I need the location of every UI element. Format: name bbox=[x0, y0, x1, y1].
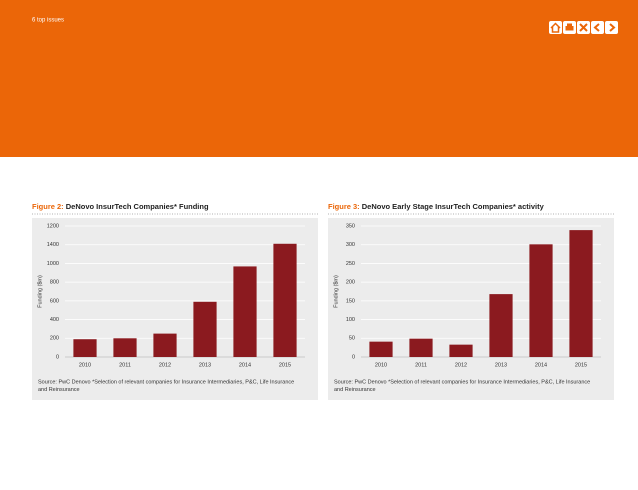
y-tick-label: 200 bbox=[50, 336, 59, 342]
y-tick-label: 800 bbox=[50, 280, 59, 286]
source-note: Source: PwC Denovo *Selection of relevan… bbox=[334, 379, 590, 385]
y-axis-label: Funding ($m) bbox=[37, 275, 43, 308]
x-tick-label: 2013 bbox=[495, 362, 507, 368]
next-icon bbox=[609, 23, 616, 32]
title-text: DeNovo Early Stage InsurTech Companies* … bbox=[362, 202, 545, 211]
chart-background bbox=[32, 218, 318, 400]
y-tick-label: 400 bbox=[50, 317, 59, 323]
y-tick-label: 1000 bbox=[47, 261, 59, 267]
x-tick-label: 2015 bbox=[575, 362, 587, 368]
next-button[interactable] bbox=[605, 21, 618, 34]
x-tick-label: 2012 bbox=[159, 362, 171, 368]
chart: Figure 2: DeNovo InsurTech Companies* Fu… bbox=[32, 202, 318, 400]
source-note: and Reinsurance bbox=[38, 387, 80, 393]
print-icon bbox=[567, 23, 572, 26]
header-band bbox=[0, 0, 638, 157]
chart: Figure 3: DeNovo Early Stage InsurTech C… bbox=[328, 202, 614, 400]
source-note: Source: PwC Denovo *Selection of relevan… bbox=[38, 379, 294, 385]
bar bbox=[369, 341, 393, 357]
bar bbox=[73, 339, 97, 357]
y-tick-label: 250 bbox=[346, 261, 355, 267]
x-tick-label: 2012 bbox=[455, 362, 467, 368]
close-icon bbox=[579, 23, 588, 32]
source-note: and Reinsurance bbox=[334, 387, 376, 393]
bar bbox=[409, 338, 433, 357]
bar bbox=[529, 244, 553, 357]
x-tick-label: 2010 bbox=[79, 362, 91, 368]
x-tick-label: 2010 bbox=[375, 362, 387, 368]
bar bbox=[273, 243, 297, 357]
y-tick-label: 50 bbox=[349, 336, 355, 342]
y-axis-label: Funding ($m) bbox=[333, 275, 339, 308]
chart-background bbox=[328, 218, 614, 400]
chart-title: Figure 2: DeNovo InsurTech Companies* Fu… bbox=[32, 202, 209, 211]
home-icon bbox=[550, 22, 561, 33]
x-tick-label: 2013 bbox=[199, 362, 211, 368]
toolbar bbox=[549, 21, 618, 34]
y-tick-label: 300 bbox=[346, 242, 355, 248]
y-tick-label: 0 bbox=[56, 354, 59, 360]
print-icon bbox=[565, 26, 574, 31]
y-tick-label: 150 bbox=[346, 298, 355, 304]
bar bbox=[489, 294, 513, 357]
x-tick-label: 2014 bbox=[535, 362, 547, 368]
bar bbox=[193, 301, 217, 357]
bar bbox=[569, 230, 593, 357]
y-tick-label: 0 bbox=[352, 354, 355, 360]
figure-label: Figure 2: bbox=[32, 202, 64, 211]
x-tick-label: 2011 bbox=[119, 362, 131, 368]
bar bbox=[113, 338, 137, 357]
figure-label: Figure 3: bbox=[328, 202, 360, 211]
x-tick-label: 2014 bbox=[239, 362, 251, 368]
prev-button[interactable] bbox=[591, 21, 604, 34]
bar bbox=[449, 344, 473, 357]
bar bbox=[153, 333, 177, 357]
y-tick-label: 200 bbox=[346, 280, 355, 286]
x-tick-label: 2015 bbox=[279, 362, 291, 368]
x-tick-label: 2011 bbox=[415, 362, 427, 368]
y-tick-label: 100 bbox=[346, 317, 355, 323]
chart-title: Figure 3: DeNovo Early Stage InsurTech C… bbox=[328, 202, 545, 211]
page-label: 6 top issues bbox=[32, 18, 64, 24]
y-tick-label: 350 bbox=[346, 223, 355, 229]
title-text: DeNovo InsurTech Companies* Funding bbox=[66, 202, 209, 211]
bar bbox=[233, 266, 257, 357]
y-tick-label: 1200 bbox=[47, 223, 59, 229]
y-tick-label: 600 bbox=[50, 298, 59, 304]
y-tick-label: 1400 bbox=[47, 242, 59, 248]
prev-icon bbox=[593, 23, 600, 32]
